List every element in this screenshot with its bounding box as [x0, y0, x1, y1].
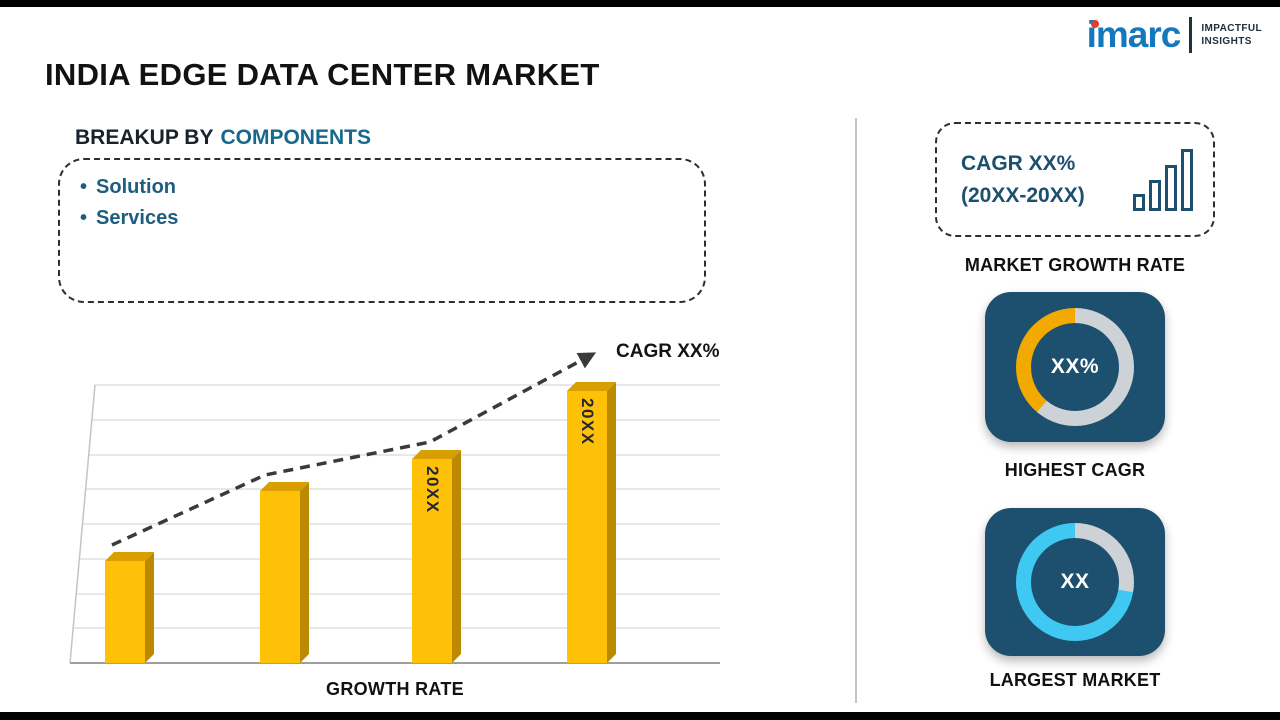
chart-x-axis-title: GROWTH RATE: [326, 679, 464, 699]
logo-tagline-line2: INSIGHTS: [1201, 35, 1252, 47]
top-border-bar: [0, 0, 1280, 7]
bar-20xx-1: [105, 561, 145, 663]
list-item-label: Solution: [96, 176, 176, 198]
market-growth-rate-caption: MARKET GROWTH RATE: [964, 255, 1186, 275]
breakup-heading-prefix: BREAKUP BY: [75, 126, 214, 149]
list-item: • Services: [80, 203, 178, 234]
breakup-components-list: • Solution • Services: [80, 172, 178, 234]
donut-chart-largest-market: XX: [1016, 523, 1134, 641]
donut-value: XX: [1031, 538, 1119, 626]
chart-y-axis: [69, 384, 96, 664]
highest-cagr-card: XX%: [985, 292, 1165, 442]
chart-cagr-annotation: CAGR XX%: [616, 341, 720, 362]
breakup-heading-accent: COMPONENTS: [220, 126, 371, 149]
largest-market-card: XX: [985, 508, 1165, 656]
bar-20xx-2: [260, 491, 300, 663]
logo-tagline-line1: IMPACTFUL: [1201, 22, 1262, 34]
page-title: INDIA EDGE DATA CENTER MARKET: [45, 57, 600, 92]
bar-chart-icon: [1133, 148, 1193, 211]
market-growth-rate-card: CAGR XX% (20XX-20XX): [935, 122, 1215, 237]
trend-arrow: [111, 352, 597, 547]
bar-label: 20XX: [578, 398, 597, 446]
largest-market-caption: LARGEST MARKET: [989, 670, 1161, 690]
growth-card-cagr: CAGR XX%: [961, 152, 1076, 175]
logo-wordmark: imarc: [1086, 14, 1182, 55]
growth-card-text: CAGR XX% (20XX-20XX): [961, 148, 1119, 211]
donut-value: XX%: [1031, 323, 1119, 411]
logo-red-dot-icon: [1090, 20, 1099, 28]
bar-20xx-4: 20XX: [567, 391, 607, 663]
donut-chart-highest-cagr: XX%: [1016, 308, 1134, 426]
breakup-heading: BREAKUP BY COMPONENTS: [75, 126, 371, 150]
chart-gridlines: [73, 384, 720, 629]
bar-20xx-3: 20XX: [412, 459, 452, 663]
highest-cagr-caption: HIGHEST CAGR: [1004, 460, 1146, 480]
growth-card-years: (20XX-20XX): [961, 183, 1085, 207]
logo-tagline: IMPACTFUL INSIGHTS: [1201, 22, 1262, 48]
logo-brand-text: imarc: [1086, 14, 1182, 55]
vertical-divider: [855, 118, 857, 703]
breakup-components-box: [58, 158, 706, 303]
growth-bar-chart-plot-area: [69, 352, 720, 664]
imarc-logo: imarc IMPACTFUL INSIGHTS: [1087, 16, 1262, 53]
list-item-label: Services: [96, 207, 179, 229]
list-item: • Solution: [80, 172, 178, 203]
bottom-border-bar: [0, 712, 1280, 720]
bullet-icon: •: [80, 176, 88, 198]
logo-divider: [1189, 16, 1193, 53]
bullet-icon: •: [80, 207, 88, 229]
bar-label: 20XX: [423, 466, 442, 514]
